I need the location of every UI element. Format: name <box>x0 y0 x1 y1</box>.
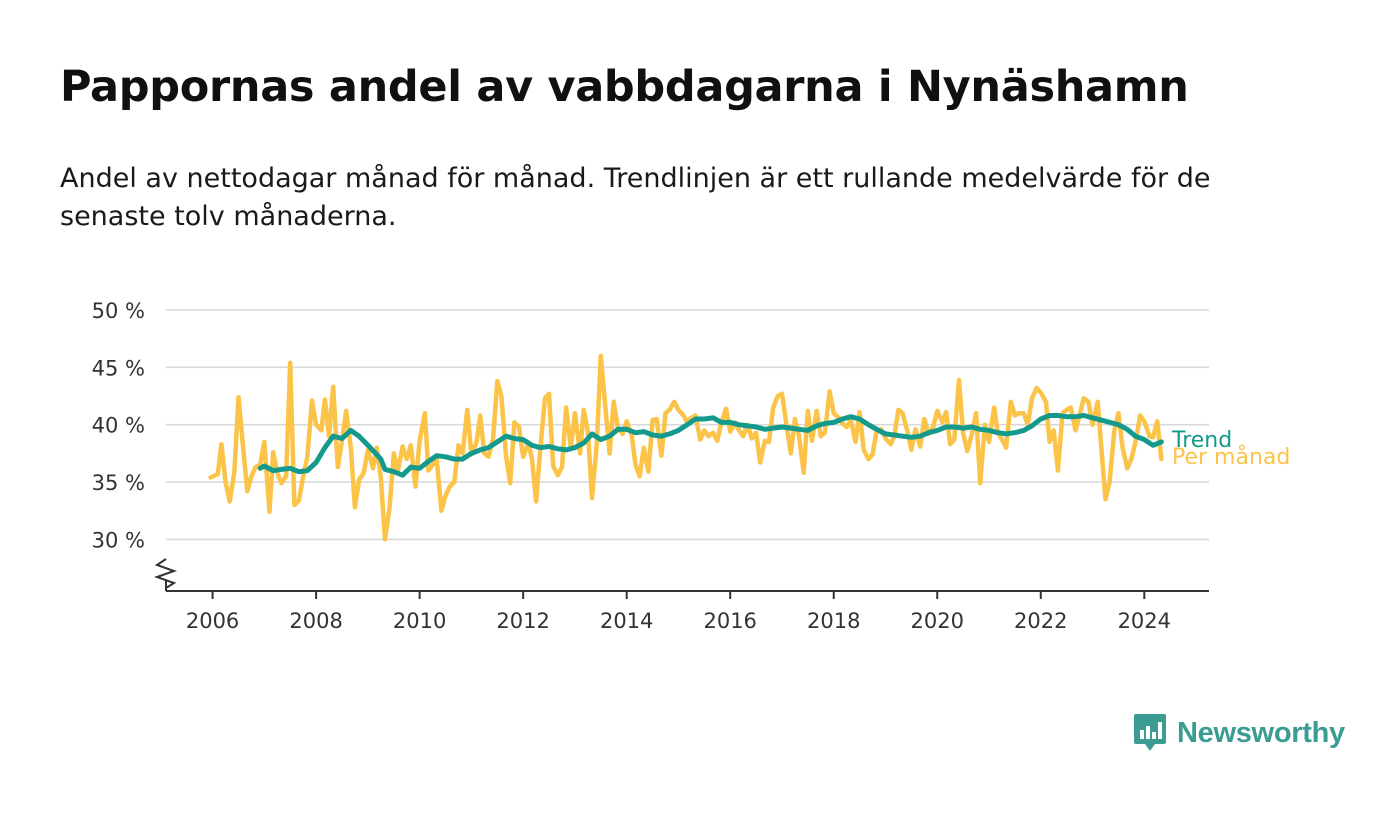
newsworthy-logo-text: Newsworthy <box>1177 716 1345 749</box>
x-tick-label: 2018 <box>807 609 860 633</box>
x-tick-label: 2024 <box>1118 609 1171 633</box>
x-axis: 2006 2008 2010 2012 2014 2016 2018 2020 2022 2024 <box>153 558 1209 633</box>
x-tick-label: 2016 <box>703 609 756 633</box>
y-tick-label: 35 % <box>92 471 145 495</box>
y-axis-ticks: 30 % 35 % 40 % 45 % 50 % <box>92 299 145 552</box>
y-tick-label: 50 % <box>92 299 145 323</box>
chart-subtitle: Andel av nettodagar månad för månad. Tre… <box>60 163 1211 232</box>
y-tick-label: 30 % <box>92 528 145 552</box>
series-label-per-manad: Per månad <box>1172 444 1290 470</box>
newsworthy-logo-icon <box>1134 714 1166 751</box>
x-tick-label: 2022 <box>1014 609 1067 633</box>
y-tick-label: 45 % <box>92 356 145 380</box>
axis-break-icon <box>153 558 178 589</box>
series-line-trend <box>257 413 1164 478</box>
line-chart: 30 % 35 % 40 % 45 % 50 % 2006 2008 2010 2012 201… <box>92 299 1291 633</box>
chart-title: Pappornas andel av vabbdagarna i Nynäsha… <box>60 62 1189 112</box>
x-tick-label: 2010 <box>393 609 446 633</box>
x-tick-label: 2006 <box>186 609 239 633</box>
x-tick-label: 2012 <box>496 609 549 633</box>
series-label-trend: Trend <box>1171 428 1232 453</box>
series-lines <box>208 353 1164 542</box>
newsworthy-logo[interactable]: Newsworthy <box>1133 713 1345 753</box>
series-line-per-manad <box>208 353 1164 542</box>
x-tick-label: 2008 <box>289 609 342 633</box>
x-tick-label: 2020 <box>911 609 964 633</box>
y-tick-label: 40 % <box>92 414 145 438</box>
x-tick-label: 2014 <box>600 609 653 633</box>
